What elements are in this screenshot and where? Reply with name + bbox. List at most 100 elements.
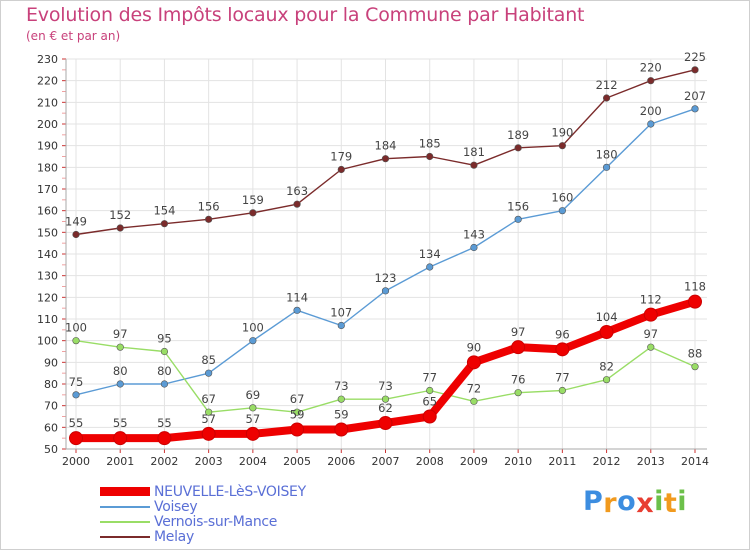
data-point <box>249 209 257 217</box>
data-point <box>205 369 213 377</box>
data-label: 185 <box>419 137 441 151</box>
data-label: 97 <box>113 327 128 341</box>
data-point <box>116 343 124 351</box>
data-point <box>691 363 699 371</box>
data-label: 179 <box>330 150 352 164</box>
y-tick-label: 150 <box>37 226 58 239</box>
data-point <box>69 431 83 446</box>
y-tick-label: 220 <box>37 75 58 88</box>
data-point <box>160 220 169 228</box>
data-point <box>558 142 566 150</box>
data-label: 55 <box>113 416 128 430</box>
y-tick-label: 70 <box>44 400 58 413</box>
data-label: 143 <box>463 228 485 242</box>
data-label: 159 <box>242 193 264 207</box>
data-label: 100 <box>242 321 264 335</box>
data-point <box>337 321 345 330</box>
logo-letter: x <box>636 488 655 519</box>
data-label: 73 <box>334 379 349 393</box>
data-label: 156 <box>507 199 529 213</box>
data-point <box>426 152 434 161</box>
y-tick-label: 190 <box>37 140 58 153</box>
data-label: 62 <box>378 401 393 415</box>
data-label: 67 <box>290 392 305 406</box>
chart-title: Evolution des Impôts locaux pour la Comm… <box>26 4 585 26</box>
data-point <box>113 431 128 446</box>
data-point <box>558 207 566 215</box>
data-point <box>599 325 614 339</box>
data-point <box>511 340 526 355</box>
data-label: 163 <box>286 184 308 198</box>
data-label: 220 <box>640 61 662 75</box>
data-label: 72 <box>467 381 482 395</box>
legend-swatch <box>100 505 150 508</box>
data-label: 107 <box>330 306 352 320</box>
data-label: 57 <box>246 412 261 426</box>
legend-swatch <box>100 535 150 538</box>
data-label: 123 <box>375 271 397 285</box>
data-label: 96 <box>555 327 570 341</box>
x-tick-label: 2011 <box>548 455 576 468</box>
data-point <box>514 389 522 397</box>
data-point <box>602 376 611 384</box>
data-label: 77 <box>555 371 570 385</box>
data-point <box>72 337 80 345</box>
y-tick-label: 130 <box>37 270 58 283</box>
data-label: 55 <box>69 416 84 430</box>
data-label: 95 <box>157 332 172 346</box>
data-label: 112 <box>640 293 662 307</box>
data-point <box>293 408 301 416</box>
x-tick-label: 2003 <box>195 455 223 468</box>
data-point <box>643 307 658 322</box>
legend-item: Voisey <box>100 498 306 515</box>
data-label: 149 <box>65 215 87 229</box>
y-tick-label: 210 <box>37 96 58 109</box>
data-point <box>334 422 349 437</box>
data-point <box>381 155 390 163</box>
legend-swatch <box>100 520 150 523</box>
data-label: 207 <box>684 89 706 103</box>
data-point <box>381 395 390 403</box>
logo-letter: o <box>617 486 637 517</box>
data-label: 156 <box>198 199 220 213</box>
legend-label: Melay <box>154 528 194 545</box>
data-point <box>555 342 570 357</box>
x-tick-label: 2014 <box>681 455 709 468</box>
legend-item: Vernois-sur-Mance <box>100 514 306 530</box>
y-tick-label: 110 <box>37 313 58 326</box>
data-point <box>116 224 124 232</box>
x-tick-label: 2000 <box>62 455 90 468</box>
data-label: 69 <box>246 388 261 402</box>
data-point <box>426 386 434 395</box>
y-tick-label: 140 <box>37 248 58 261</box>
data-label: 88 <box>688 347 703 361</box>
data-label: 77 <box>422 371 437 385</box>
x-tick-label: 2006 <box>327 455 355 468</box>
legend-item: NEUVELLE-LèS-VOISEY <box>100 484 306 500</box>
x-tick-label: 2007 <box>372 455 400 468</box>
data-label: 200 <box>640 104 662 118</box>
data-label: 82 <box>599 360 614 374</box>
data-label: 212 <box>596 78 618 92</box>
data-label: 114 <box>286 290 308 304</box>
data-point <box>72 230 80 239</box>
data-label: 184 <box>375 139 397 153</box>
data-label: 180 <box>596 147 618 161</box>
data-point <box>647 120 655 128</box>
legend-swatch <box>100 487 150 496</box>
legend-label: Voisey <box>154 498 198 515</box>
data-point <box>558 386 566 395</box>
logo-letter: P <box>583 486 604 517</box>
y-tick-label: 120 <box>37 291 58 304</box>
data-label: 85 <box>201 353 216 367</box>
data-label: 59 <box>290 408 305 422</box>
data-point <box>337 395 345 403</box>
data-point <box>470 161 478 169</box>
data-point <box>514 215 522 223</box>
data-point <box>201 426 216 441</box>
logo-letter: r <box>603 488 618 519</box>
data-point <box>245 426 260 441</box>
data-label: 225 <box>684 50 706 64</box>
data-label: 65 <box>422 395 437 409</box>
